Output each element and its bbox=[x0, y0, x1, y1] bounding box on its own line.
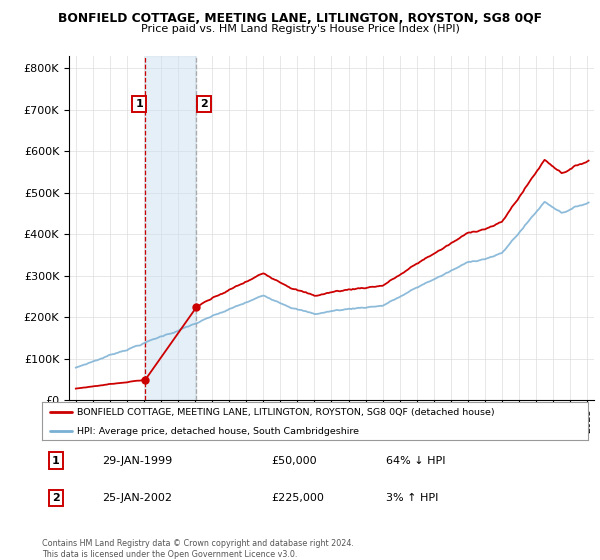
Text: 64% ↓ HPI: 64% ↓ HPI bbox=[386, 455, 445, 465]
Text: Price paid vs. HM Land Registry's House Price Index (HPI): Price paid vs. HM Land Registry's House … bbox=[140, 24, 460, 34]
Text: £50,000: £50,000 bbox=[271, 455, 317, 465]
Text: BONFIELD COTTAGE, MEETING LANE, LITLINGTON, ROYSTON, SG8 0QF: BONFIELD COTTAGE, MEETING LANE, LITLINGT… bbox=[58, 12, 542, 25]
Text: 29-JAN-1999: 29-JAN-1999 bbox=[102, 455, 172, 465]
Text: 3% ↑ HPI: 3% ↑ HPI bbox=[386, 493, 439, 503]
Text: 1: 1 bbox=[136, 99, 143, 109]
Text: Contains HM Land Registry data © Crown copyright and database right 2024.
This d: Contains HM Land Registry data © Crown c… bbox=[42, 539, 354, 559]
Text: HPI: Average price, detached house, South Cambridgeshire: HPI: Average price, detached house, Sout… bbox=[77, 427, 359, 436]
Bar bbox=[145, 56, 196, 400]
Text: 25-JAN-2002: 25-JAN-2002 bbox=[102, 493, 172, 503]
Text: 2: 2 bbox=[200, 99, 208, 109]
Text: 1: 1 bbox=[52, 455, 59, 465]
Text: 2: 2 bbox=[52, 493, 59, 503]
Text: £225,000: £225,000 bbox=[271, 493, 324, 503]
Text: BONFIELD COTTAGE, MEETING LANE, LITLINGTON, ROYSTON, SG8 0QF (detached house): BONFIELD COTTAGE, MEETING LANE, LITLINGT… bbox=[77, 408, 495, 417]
